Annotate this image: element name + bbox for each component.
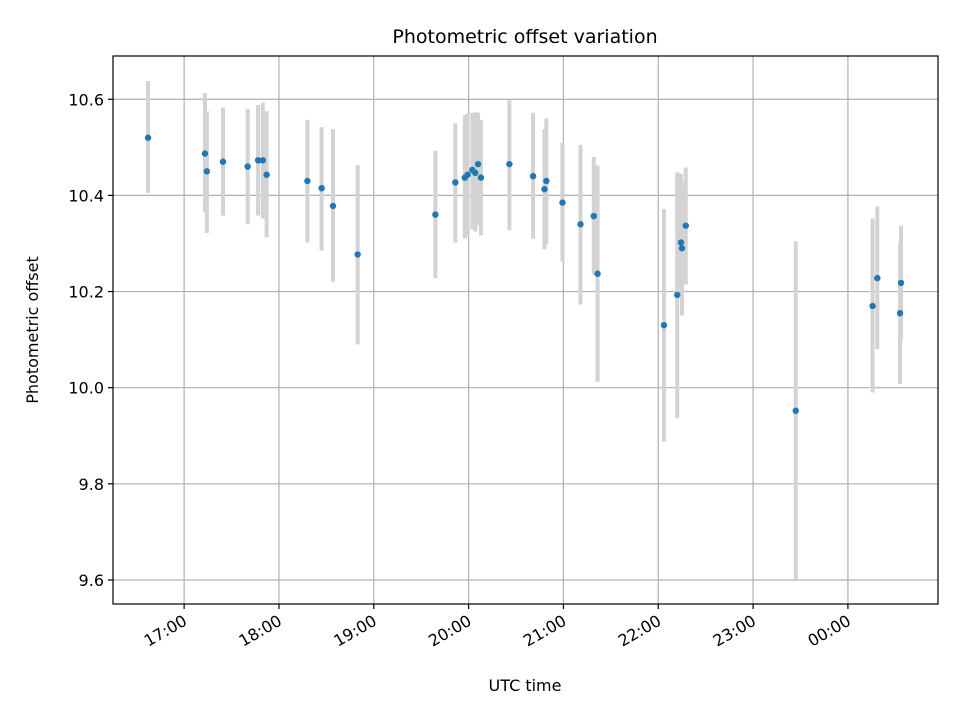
data-point xyxy=(201,150,209,157)
data-point xyxy=(559,199,566,206)
data-point xyxy=(506,160,513,168)
plot-frame xyxy=(112,55,939,605)
data-point xyxy=(543,177,550,185)
data-point xyxy=(541,185,548,193)
y-axis-ticks: 9.6 9.8 10.0 10.2 10.4 10.6 xyxy=(68,90,113,590)
data-point xyxy=(263,171,270,178)
data-point xyxy=(432,211,439,218)
data-point xyxy=(219,158,227,165)
data-point xyxy=(203,168,211,175)
y-tick-label: 10.4 xyxy=(68,186,104,205)
data-point xyxy=(792,407,799,414)
data-point xyxy=(682,222,689,229)
data-point xyxy=(259,157,267,164)
data-point xyxy=(897,279,905,287)
data-point xyxy=(874,274,881,282)
y-tick-label: 10.2 xyxy=(68,283,104,302)
y-tick-label: 10.0 xyxy=(68,379,104,398)
y-tick-label: 9.6 xyxy=(79,571,104,590)
data-point xyxy=(452,179,459,186)
y-tick-label: 10.6 xyxy=(68,90,104,109)
data-point xyxy=(594,270,601,277)
data-point xyxy=(254,157,262,164)
data-point xyxy=(318,184,325,192)
data-point xyxy=(474,160,482,168)
data-points xyxy=(144,134,905,414)
x-axis-label: UTC time xyxy=(489,676,562,695)
data-point xyxy=(477,174,485,181)
data-point xyxy=(590,212,597,220)
y-tick-label: 9.8 xyxy=(79,475,104,494)
data-point xyxy=(329,202,337,210)
data-point xyxy=(660,321,668,329)
y-axis-label: Photometric offset xyxy=(23,256,42,404)
chart-title: Photometric offset variation xyxy=(392,26,657,48)
data-point xyxy=(896,309,904,317)
data-point xyxy=(354,251,361,258)
data-point xyxy=(144,134,152,141)
grid-lines xyxy=(113,56,938,604)
data-point xyxy=(529,172,537,180)
data-point xyxy=(304,177,311,185)
data-point xyxy=(472,169,479,177)
data-point xyxy=(674,291,681,299)
data-point xyxy=(869,302,876,310)
data-point xyxy=(678,245,686,252)
data-point xyxy=(244,163,251,170)
data-point xyxy=(464,171,471,178)
data-point xyxy=(677,239,685,246)
data-point xyxy=(577,221,584,228)
